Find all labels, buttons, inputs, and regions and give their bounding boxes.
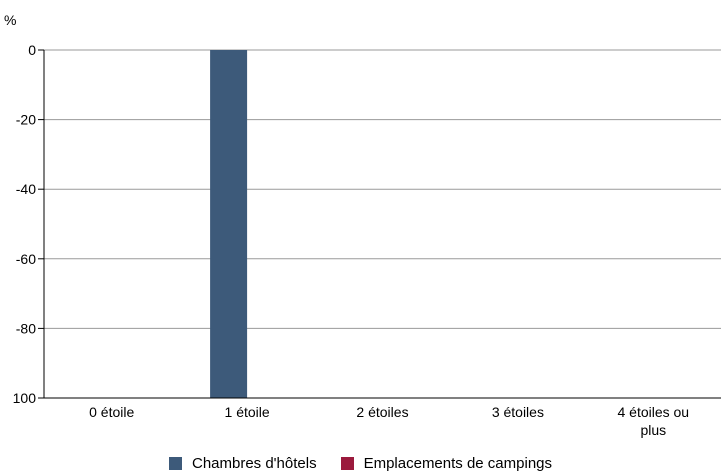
y-tick-label: -40 [16, 181, 36, 197]
bar [210, 50, 248, 398]
y-tick-label: -60 [16, 251, 36, 267]
legend-swatch [168, 457, 182, 470]
x-tick-labels: 0 étoile 1 étoile 2 étoiles 3 étoiles 4 étoi… [89, 404, 689, 438]
x-tick-label: 0 étoile [89, 404, 134, 420]
x-tick-label: 3 étoiles [492, 404, 544, 420]
y-axis-unit: % [4, 12, 16, 28]
legend-item: Emplacements de campings [340, 454, 553, 473]
y-tick-labels: 0 -20 -40 -60 -80 100 [13, 42, 37, 406]
x-tick-label: 4 étoiles ou plus [617, 404, 689, 438]
legend-label: Chambres d'hôtels [191, 455, 317, 472]
bars [210, 50, 248, 398]
gridlines [38, 49, 721, 399]
x-tick-label: 2 étoiles [356, 404, 408, 420]
y-tick-label: 100 [13, 390, 37, 406]
legend: Chambres d'hôtels Emplacements de camping… [0, 454, 721, 473]
legend-item: Chambres d'hôtels [168, 454, 317, 473]
axes [43, 50, 721, 399]
y-tick-label: 0 [28, 42, 36, 58]
y-tick-label: -20 [16, 112, 36, 128]
x-tick-label: 1 étoile [225, 404, 270, 420]
y-tick-label: -80 [16, 320, 36, 336]
legend-label: Emplacements de campings [363, 455, 553, 472]
legend-swatch [340, 457, 354, 470]
